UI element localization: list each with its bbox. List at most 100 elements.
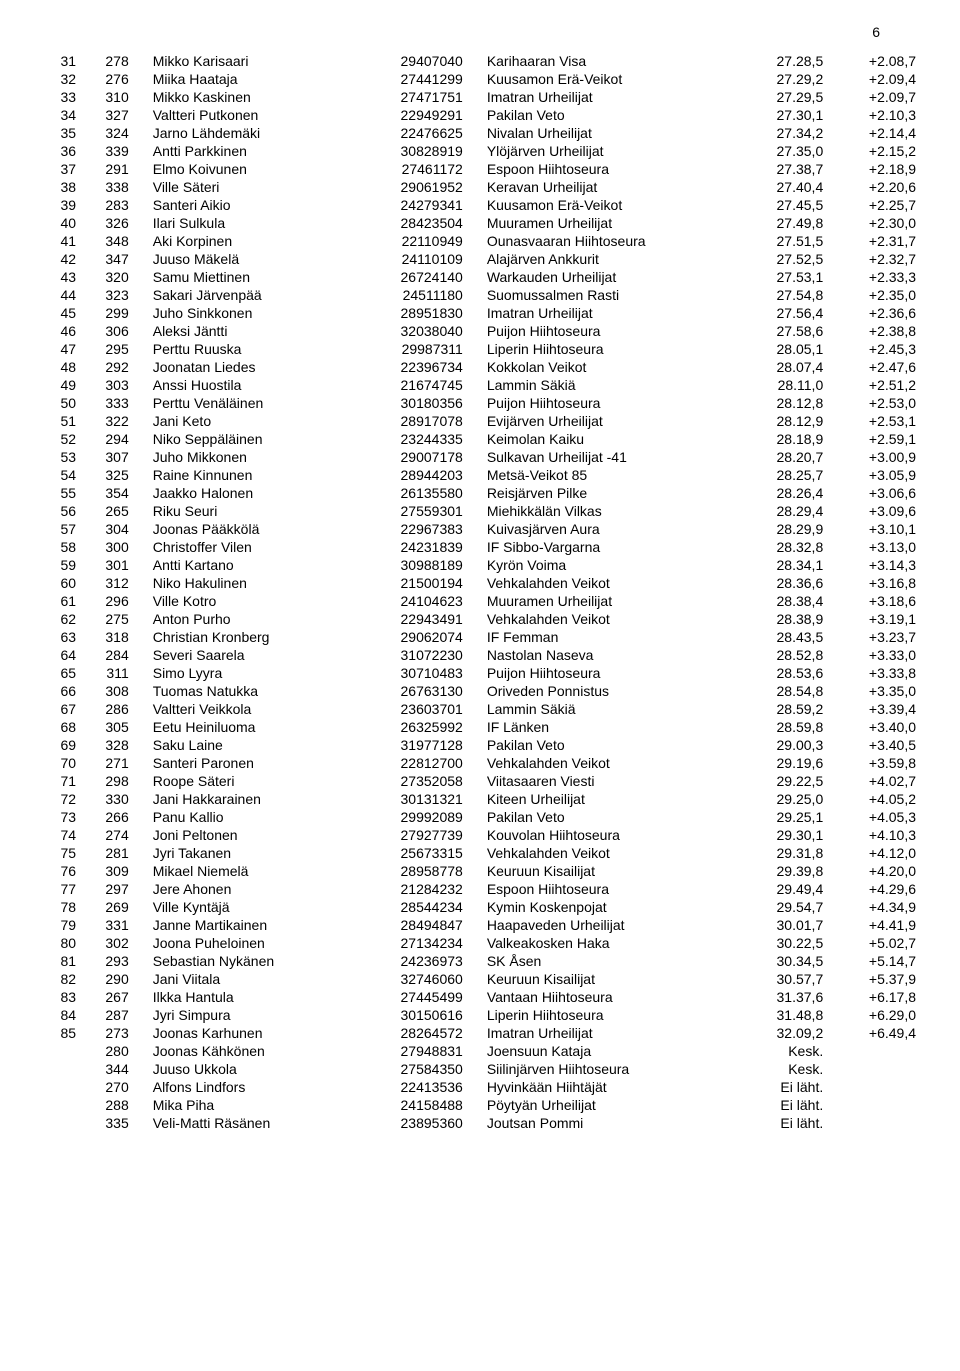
table-row: 35324Jarno Lähdemäki22476625Nivalan Urhe… <box>40 124 920 142</box>
diff-cell: +5.14,7 <box>827 952 920 970</box>
diff-cell: +5.02,7 <box>827 934 920 952</box>
table-row: 39283Santeri Aikio24279341Kuusamon Erä-V… <box>40 196 920 214</box>
page-number: 6 <box>40 24 920 40</box>
rank-cell: 71 <box>40 772 80 790</box>
diff-cell: +5.37,9 <box>827 970 920 988</box>
license-cell: 28958778 <box>358 862 467 880</box>
name-cell: Jaakko Halonen <box>133 484 359 502</box>
license-cell: 30131321 <box>358 790 467 808</box>
table-row: 56265Riku Seuri27559301Miehikkälän Vilka… <box>40 502 920 520</box>
name-cell: Jani Hakkarainen <box>133 790 359 808</box>
name-cell: Ville Kotro <box>133 592 359 610</box>
rank-cell: 36 <box>40 142 80 160</box>
table-row: 76309Mikael Niemelä28958778Keuruun Kisai… <box>40 862 920 880</box>
club-cell: Valkeakosken Haka <box>467 934 745 952</box>
diff-cell: +2.32,7 <box>827 250 920 268</box>
time-cell: 28.20,7 <box>745 448 827 466</box>
license-cell: 30828919 <box>358 142 467 160</box>
diff-cell: +2.36,6 <box>827 304 920 322</box>
table-row: 65311Simo Lyyra30710483Puijon Hiihtoseur… <box>40 664 920 682</box>
bib-cell: 333 <box>80 394 133 412</box>
club-cell: Kiteen Urheilijat <box>467 790 745 808</box>
time-cell: 30.01,7 <box>745 916 827 934</box>
license-cell: 24158488 <box>358 1096 467 1114</box>
club-cell: Miehikkälän Vilkas <box>467 502 745 520</box>
bib-cell: 267 <box>80 988 133 1006</box>
time-cell: 28.34,1 <box>745 556 827 574</box>
bib-cell: 290 <box>80 970 133 988</box>
name-cell: Jyri Simpura <box>133 1006 359 1024</box>
table-row: 46306Aleksi Jäntti32038040Puijon Hiihtos… <box>40 322 920 340</box>
rank-cell: 53 <box>40 448 80 466</box>
rank-cell: 84 <box>40 1006 80 1024</box>
time-cell: 28.12,8 <box>745 394 827 412</box>
club-cell: Joensuun Kataja <box>467 1042 745 1060</box>
table-row: 82290Jani Viitala32746060Keuruun Kisaili… <box>40 970 920 988</box>
name-cell: Sakari Järvenpää <box>133 286 359 304</box>
bib-cell: 270 <box>80 1078 133 1096</box>
name-cell: Miika Haataja <box>133 70 359 88</box>
name-cell: Joona Puheloinen <box>133 934 359 952</box>
table-row: 71298Roope Säteri27352058Viitasaaren Vie… <box>40 772 920 790</box>
bib-cell: 293 <box>80 952 133 970</box>
club-cell: Metsä-Veikot 85 <box>467 466 745 484</box>
license-cell: 26135580 <box>358 484 467 502</box>
time-cell: 28.52,8 <box>745 646 827 664</box>
license-cell: 28264572 <box>358 1024 467 1042</box>
time-cell: Ei läht. <box>745 1096 827 1114</box>
bib-cell: 278 <box>80 52 133 70</box>
diff-cell: +3.14,3 <box>827 556 920 574</box>
time-cell: 29.25,1 <box>745 808 827 826</box>
time-cell: 27.38,7 <box>745 160 827 178</box>
table-row: 81293Sebastian Nykänen24236973SK Åsen30.… <box>40 952 920 970</box>
club-cell: Ounasvaaran Hiihtoseura <box>467 232 745 250</box>
time-cell: 28.38,9 <box>745 610 827 628</box>
time-cell: 27.40,4 <box>745 178 827 196</box>
name-cell: Ilkka Hantula <box>133 988 359 1006</box>
name-cell: Aki Korpinen <box>133 232 359 250</box>
name-cell: Mikko Karisaari <box>133 52 359 70</box>
rank-cell: 45 <box>40 304 80 322</box>
name-cell: Eetu Heiniluoma <box>133 718 359 736</box>
time-cell: 27.45,5 <box>745 196 827 214</box>
bib-cell: 320 <box>80 268 133 286</box>
bib-cell: 309 <box>80 862 133 880</box>
time-cell: 28.32,8 <box>745 538 827 556</box>
club-cell: IF Femman <box>467 628 745 646</box>
diff-cell: +6.17,8 <box>827 988 920 1006</box>
license-cell: 22476625 <box>358 124 467 142</box>
club-cell: Kuivasjärven Aura <box>467 520 745 538</box>
rank-cell: 66 <box>40 682 80 700</box>
name-cell: Riku Seuri <box>133 502 359 520</box>
table-row: 270Alfons Lindfors22413536Hyvinkään Hiih… <box>40 1078 920 1096</box>
club-cell: Nivalan Urheilijat <box>467 124 745 142</box>
rank-cell: 43 <box>40 268 80 286</box>
license-cell: 31977128 <box>358 736 467 754</box>
time-cell: 27.52,5 <box>745 250 827 268</box>
bib-cell: 294 <box>80 430 133 448</box>
diff-cell <box>827 1114 920 1132</box>
license-cell: 29061952 <box>358 178 467 196</box>
rank-cell: 78 <box>40 898 80 916</box>
table-row: 75281Jyri Takanen25673315Vehkalahden Vei… <box>40 844 920 862</box>
time-cell: 28.07,4 <box>745 358 827 376</box>
rank-cell: 31 <box>40 52 80 70</box>
license-cell: 24110109 <box>358 250 467 268</box>
diff-cell: +2.33,3 <box>827 268 920 286</box>
table-row: 67286Valtteri Veikkola23603701Lammin Säk… <box>40 700 920 718</box>
bib-cell: 299 <box>80 304 133 322</box>
license-cell: 25673315 <box>358 844 467 862</box>
time-cell: 27.34,2 <box>745 124 827 142</box>
time-cell: 28.59,2 <box>745 700 827 718</box>
license-cell: 24511180 <box>358 286 467 304</box>
license-cell: 26325992 <box>358 718 467 736</box>
name-cell: Juuso Mäkelä <box>133 250 359 268</box>
license-cell: 27559301 <box>358 502 467 520</box>
time-cell: 30.22,5 <box>745 934 827 952</box>
rank-cell <box>40 1042 80 1060</box>
name-cell: Mikko Kaskinen <box>133 88 359 106</box>
license-cell: 27927739 <box>358 826 467 844</box>
license-cell: 24279341 <box>358 196 467 214</box>
name-cell: Saku Laine <box>133 736 359 754</box>
time-cell: 28.59,8 <box>745 718 827 736</box>
